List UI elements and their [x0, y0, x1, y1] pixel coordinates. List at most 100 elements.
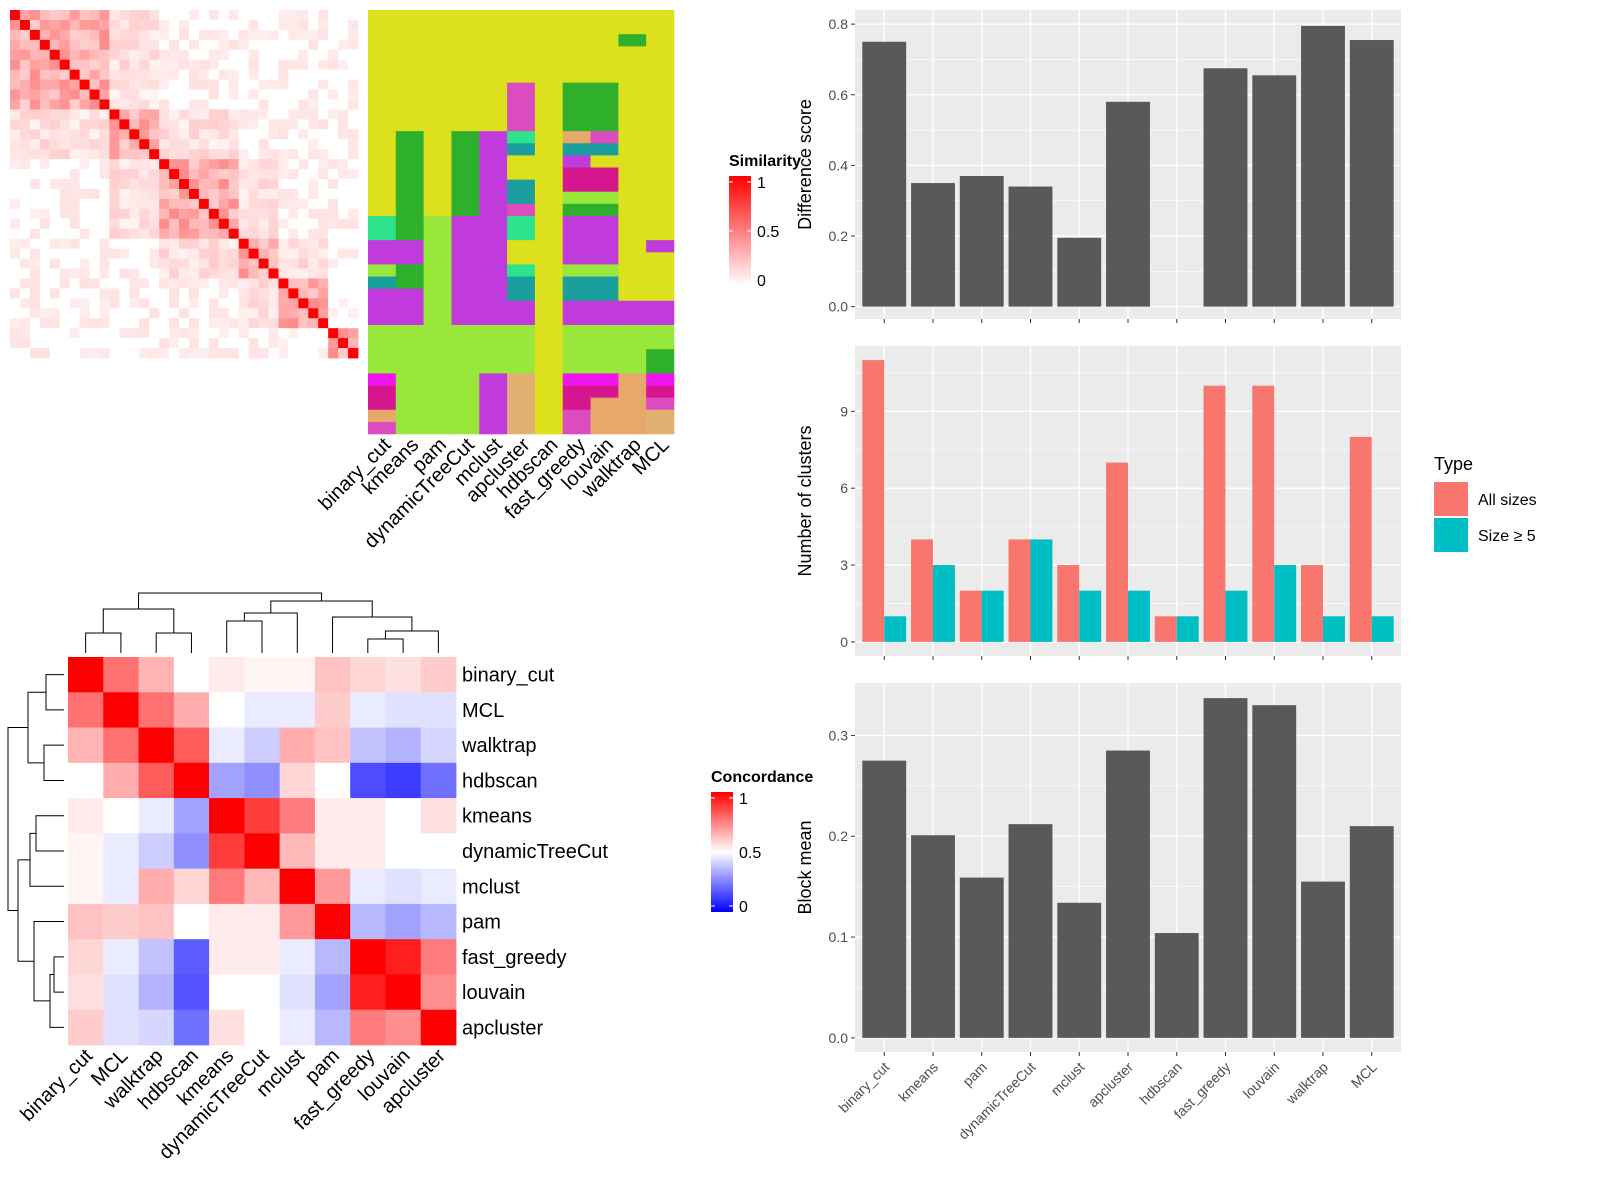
similarity-cell — [89, 139, 100, 150]
similarity-cell — [99, 308, 110, 319]
cluster-block — [562, 215, 591, 265]
concordance-cell — [209, 657, 245, 693]
similarity-cell — [268, 79, 279, 90]
similarity-cell — [288, 119, 299, 130]
similarity-cell — [179, 119, 190, 130]
bar — [1252, 75, 1297, 307]
similarity-cell — [238, 159, 250, 170]
similarity-cell — [179, 169, 190, 180]
similarity-cell — [109, 89, 120, 100]
cluster-block — [451, 131, 480, 217]
cluster-block — [368, 409, 397, 423]
similarity-cell — [149, 69, 160, 80]
similarity-cell — [328, 99, 339, 110]
similarity-cell — [109, 19, 120, 31]
similarity-cell — [218, 49, 230, 61]
similarity-cell — [139, 318, 150, 329]
cluster-block — [479, 215, 508, 326]
similarity-cell — [238, 218, 250, 230]
similarity-cell — [328, 139, 339, 150]
concordance-cell — [173, 762, 210, 799]
similarity-cell — [268, 328, 279, 339]
similarity-cell — [159, 318, 170, 329]
concordance-cell — [103, 868, 139, 905]
similarity-cell — [159, 109, 170, 120]
similarity-cell — [348, 29, 359, 41]
similarity-cell — [318, 149, 329, 160]
similarity-cell — [89, 69, 100, 80]
similarity-cell — [298, 268, 309, 279]
similarity-cell — [69, 129, 80, 140]
cluster-block — [562, 385, 591, 411]
similarity-cell — [278, 179, 289, 190]
similarity-cell — [208, 338, 220, 349]
concordance-cell — [350, 939, 386, 975]
similarity-cell — [188, 268, 200, 279]
similarity-cell — [109, 288, 120, 299]
concordance-cell — [103, 1009, 139, 1046]
similarity-cell — [208, 149, 220, 160]
similarity-cell — [268, 49, 279, 61]
concordance-cell — [350, 727, 386, 764]
similarity-cell — [278, 89, 289, 100]
similarity-cell — [109, 348, 120, 359]
similarity-cell — [188, 49, 200, 61]
similarity-cell — [308, 198, 319, 210]
similarity-cell — [238, 19, 250, 31]
concordance-cell — [350, 1009, 386, 1046]
similarity-cell — [109, 218, 120, 230]
similarity-cell — [149, 348, 160, 359]
similarity-cell — [318, 89, 329, 100]
concordance-cell — [138, 974, 175, 1011]
similarity-cell — [39, 89, 51, 100]
similarity-cell — [288, 328, 299, 339]
dendrogram-branch — [17, 859, 34, 962]
similarity-cell — [318, 119, 329, 130]
similarity-cell — [39, 348, 51, 359]
concordance-cell — [68, 798, 104, 834]
similarity-cell — [119, 348, 130, 359]
similarity-cell — [218, 10, 230, 21]
similarity-cell — [29, 39, 41, 51]
cluster-block — [507, 155, 536, 180]
similarity-cell — [188, 318, 200, 329]
similarity-cell — [29, 248, 41, 259]
concordance-cell — [279, 798, 316, 834]
similarity-cell — [89, 89, 100, 100]
similarity-cell — [99, 149, 110, 160]
cluster-block — [507, 143, 536, 156]
similarity-cell — [49, 238, 61, 250]
similarity-cell — [139, 258, 150, 269]
similarity-cell — [119, 49, 130, 61]
cluster-block — [562, 203, 591, 217]
concordance-cell — [68, 657, 104, 693]
cluster-block — [368, 264, 397, 277]
cluster-block — [451, 10, 480, 132]
similarity-cell — [238, 59, 250, 71]
concordance-cell — [68, 833, 104, 870]
similarity-cell — [198, 348, 210, 359]
similarity-cell — [179, 198, 190, 210]
similarity-cell — [258, 29, 269, 41]
similarity-cell — [99, 258, 110, 269]
similarity-cell — [129, 19, 140, 31]
similarity-cell — [109, 99, 120, 110]
cluster-block — [507, 179, 536, 205]
cluster-block — [451, 215, 480, 326]
similarity-cell — [208, 89, 220, 100]
similarity-cell — [49, 129, 61, 140]
similarity-cell — [69, 10, 80, 21]
similarity-cell — [159, 29, 170, 41]
similarity-cell — [159, 248, 170, 259]
similarity-cell — [268, 59, 279, 71]
similarity-cell — [89, 149, 100, 160]
similarity-cell — [159, 238, 170, 250]
similarity-cell — [268, 69, 279, 80]
similarity-cell — [198, 49, 210, 61]
similarity-cell — [79, 308, 90, 319]
row-label: hdbscan — [462, 770, 538, 792]
similarity-cell — [99, 139, 110, 150]
similarity-cell — [179, 79, 190, 90]
similarity-cell — [89, 268, 100, 279]
similarity-cell — [99, 348, 110, 359]
